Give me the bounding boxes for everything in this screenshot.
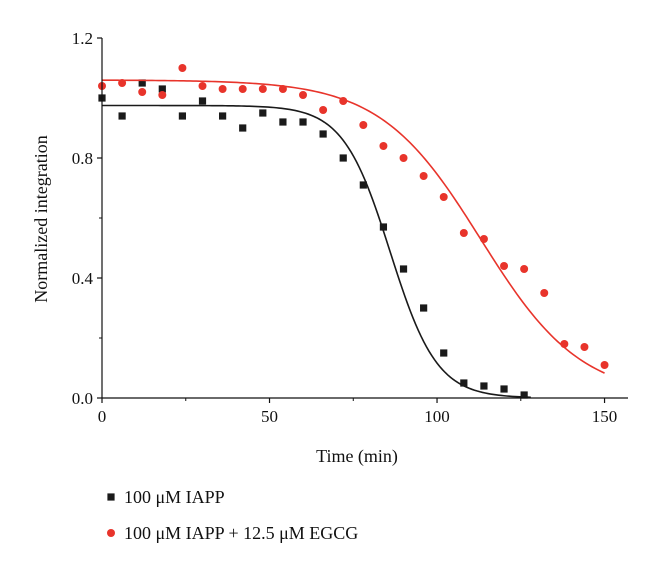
data-point-series-1	[259, 109, 267, 117]
data-point-series-1	[440, 349, 448, 357]
y-tick-label: 0.4	[72, 269, 94, 288]
data-point-series-2	[479, 235, 488, 243]
data-point-series-1	[198, 97, 207, 105]
data-point-series-2	[198, 82, 207, 90]
data-point-series-1	[118, 112, 126, 120]
data-point-series-1	[379, 223, 388, 231]
x-tick-label: 100	[424, 407, 450, 426]
data-point-series-1	[399, 265, 408, 273]
x-axis-title: Time (min)	[316, 446, 398, 467]
data-point-series-2	[278, 85, 287, 93]
data-point-series-2	[178, 64, 187, 72]
data-point-series-1	[178, 112, 187, 120]
data-point-series-2	[138, 88, 147, 96]
data-point-series-1	[339, 154, 347, 162]
data-point-series-2	[459, 229, 468, 237]
data-point-series-2	[299, 91, 308, 99]
data-point-series-1	[460, 379, 468, 387]
y-tick-label: 0.0	[72, 389, 93, 408]
data-point-series-1	[480, 382, 488, 390]
plot-area	[98, 64, 609, 399]
data-point-series-2	[500, 262, 509, 270]
data-point-series-2	[258, 85, 267, 93]
data-point-series-2	[439, 193, 448, 201]
data-point-series-1	[319, 130, 327, 138]
data-point-series-1	[500, 385, 508, 393]
data-point-series-2	[379, 142, 388, 150]
data-point-series-2	[118, 79, 127, 87]
x-tick-label: 0	[98, 407, 107, 426]
legend-marker-circle	[107, 529, 115, 537]
data-point-series-1	[138, 79, 146, 87]
data-point-series-1	[299, 118, 307, 126]
y-axis-title: Normalized integration	[31, 135, 51, 302]
fit-curve-series-1	[102, 104, 531, 399]
data-point-series-1	[219, 112, 227, 120]
data-point-series-2	[560, 340, 569, 348]
data-point-series-1	[279, 118, 287, 126]
x-tick-label: 150	[592, 407, 618, 426]
data-point-series-1	[239, 124, 247, 132]
data-point-series-1	[359, 181, 367, 189]
data-point-series-2	[580, 343, 589, 351]
y-tick-label: 1.2	[72, 29, 93, 48]
data-point-series-2	[359, 121, 368, 129]
data-point-series-2	[399, 154, 408, 162]
data-point-series-2	[419, 172, 428, 180]
legend-label: 100 μM IAPP + 12.5 μM EGCG	[124, 523, 358, 543]
legend-label: 100 μM IAPP	[124, 487, 225, 507]
data-point-series-2	[600, 361, 609, 369]
data-point-series-1	[420, 304, 428, 312]
y-tick-label: 0.8	[72, 149, 93, 168]
data-point-series-2	[339, 97, 348, 105]
legend: 100 μM IAPP 100 μM IAPP + 12.5 μM EGCG	[107, 487, 358, 543]
data-point-series-2	[520, 265, 529, 273]
data-point-series-2	[238, 85, 247, 93]
data-point-series-1	[520, 391, 528, 399]
fit-curve-series-2	[101, 79, 605, 374]
legend-marker-square	[107, 493, 115, 501]
data-point-series-2	[540, 289, 549, 297]
x-tick-label: 50	[261, 407, 278, 426]
data-point-series-2	[218, 85, 227, 93]
data-point-series-2	[158, 91, 167, 99]
axes: 0 50 100 150 0.0 0.4 0.8 1.2	[72, 29, 628, 426]
data-point-series-1	[158, 85, 166, 93]
data-point-series-2	[319, 106, 328, 114]
